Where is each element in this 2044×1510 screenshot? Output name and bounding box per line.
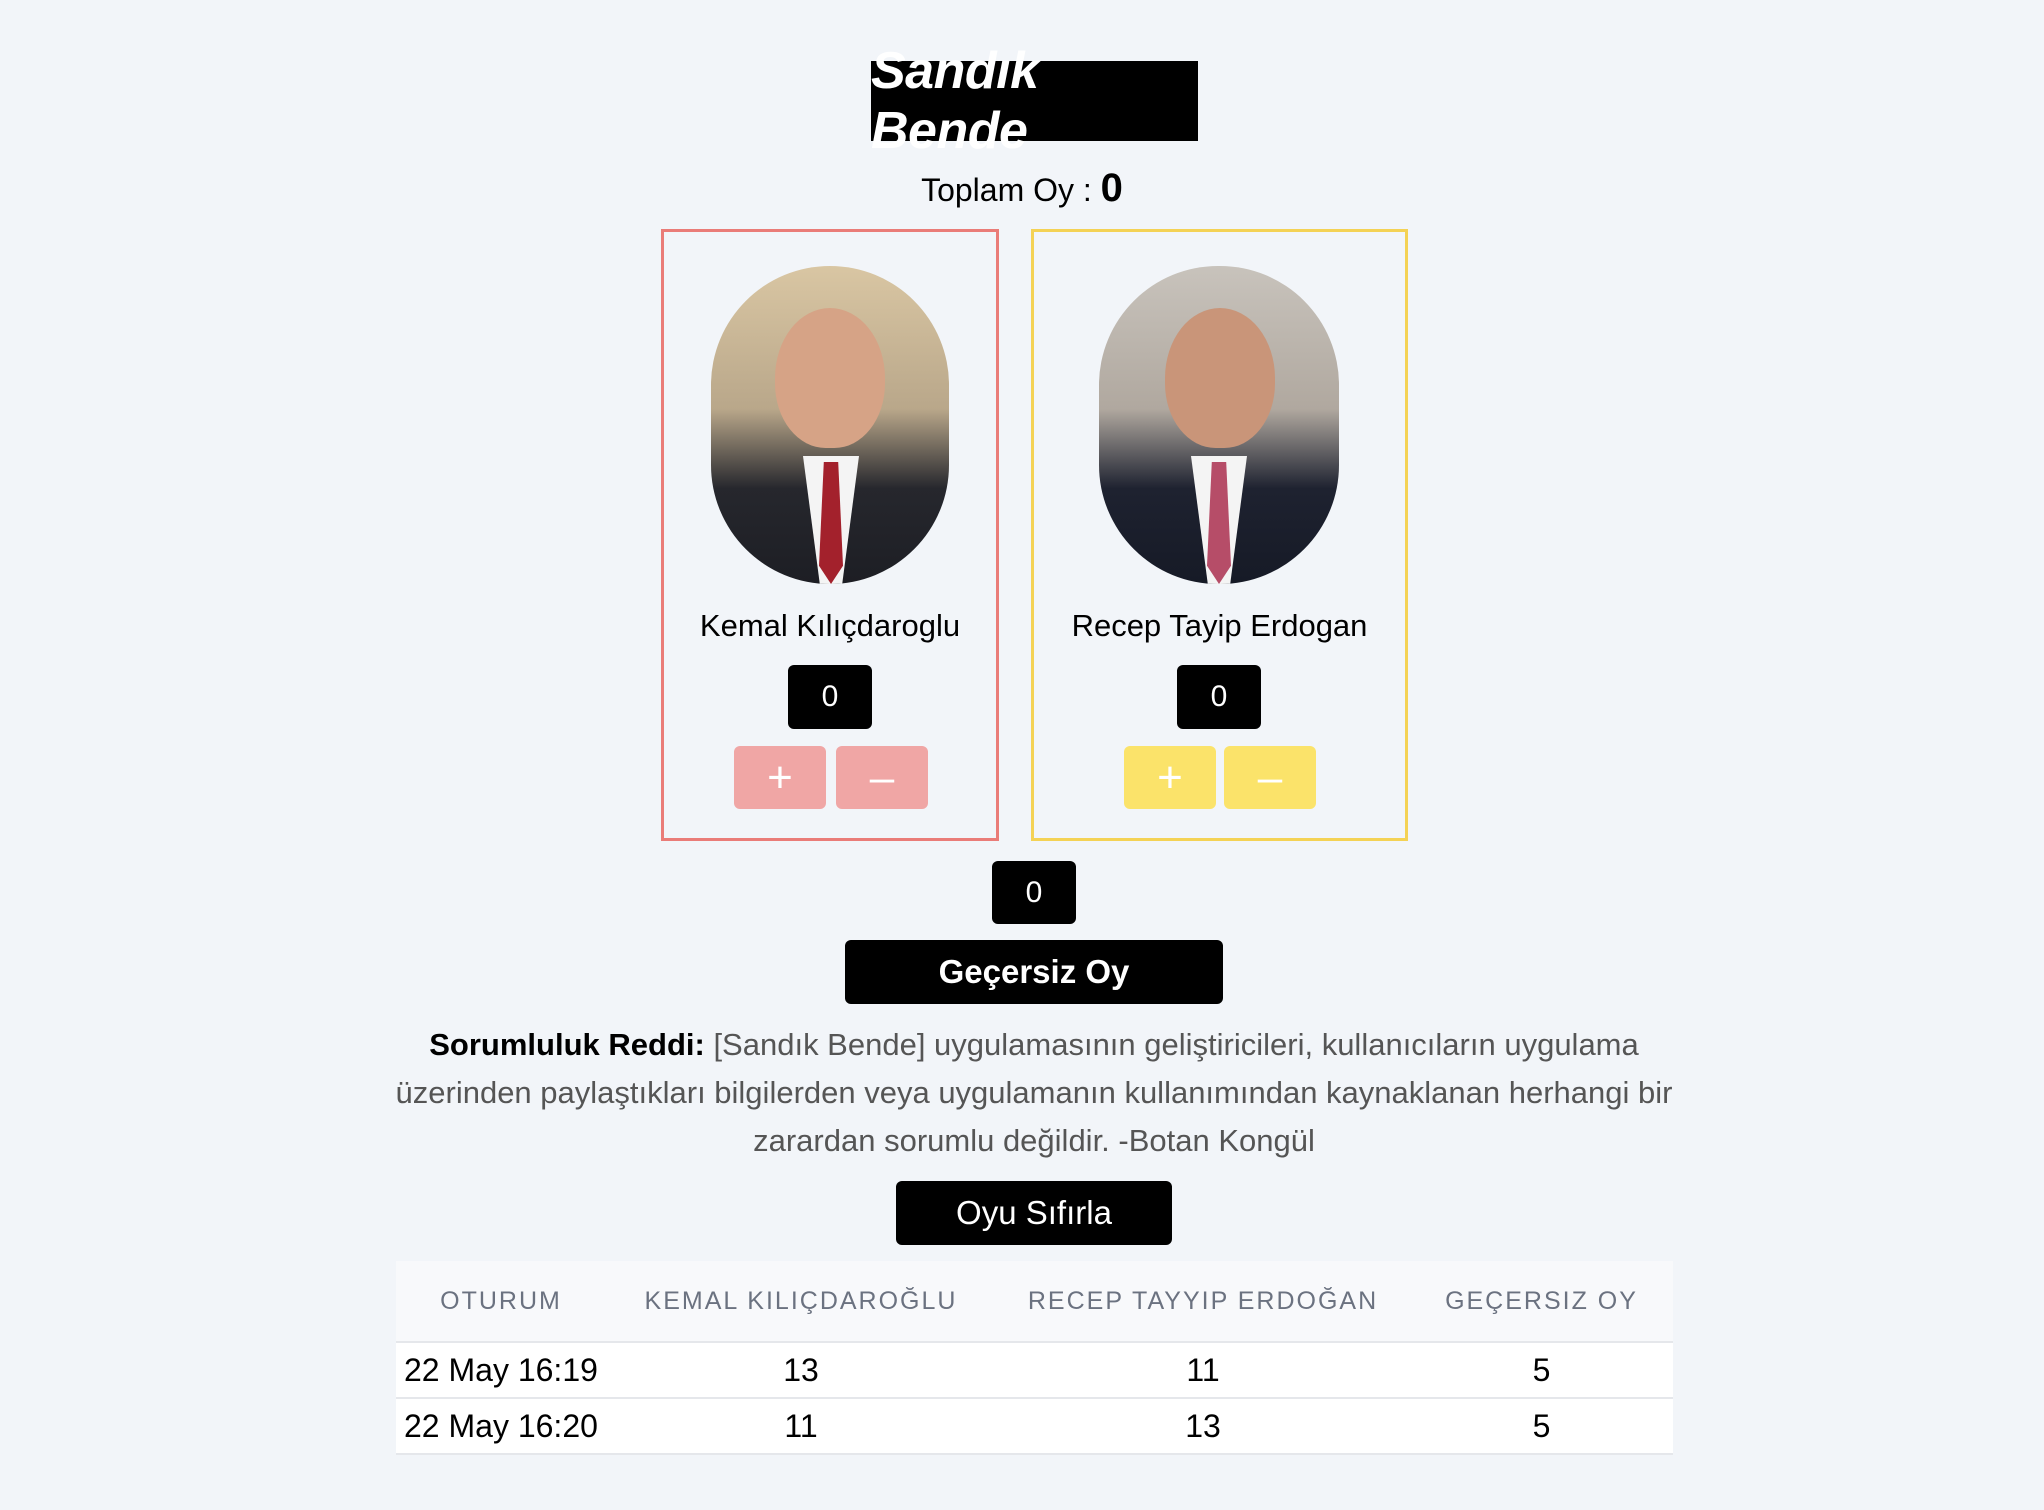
candidate-card-kilicdaroglu: Kemal Kılıçdaroglu 0 + – [661,229,999,841]
add-vote-button[interactable]: + [734,746,826,809]
invalid-votes: 5 [1410,1398,1673,1455]
session-time: 22 May 16:20 [396,1398,606,1455]
disclaimer-text: [Sandık Bende] uygulamasının geliştirici… [395,1027,1673,1158]
invalid-vote-count: 0 [992,861,1076,924]
disclaimer: Sorumluluk Reddi: [Sandık Bende] uygulam… [380,1021,1688,1165]
column-header-kilicdaroglu: KEMAL KILIÇDAROĞLU [606,1261,996,1343]
table-header-row: OTURUM KEMAL KILIÇDAROĞLU RECEP TAYYIP E… [396,1261,1673,1343]
candidate-photo [711,266,949,584]
candidate-card-erdogan: Recep Tayip Erdogan 0 + – [1031,229,1408,841]
add-vote-button[interactable]: + [1124,746,1216,809]
candidate-name: Recep Tayip Erdogan [1071,608,1368,643]
invalid-votes: 5 [1410,1342,1673,1399]
disclaimer-label: Sorumluluk Reddi: [429,1027,705,1062]
candidate-vote-count: 0 [788,665,872,729]
total-votes: Toplam Oy : 0 [0,166,2044,211]
kilicdaroglu-votes: 13 [606,1342,996,1399]
remove-vote-button[interactable]: – [1224,746,1316,809]
remove-vote-button[interactable]: – [836,746,928,809]
session-time: 22 May 16:19 [396,1342,606,1399]
column-header-session: OTURUM [396,1261,606,1343]
results-table: OTURUM KEMAL KILIÇDAROĞLU RECEP TAYYIP E… [396,1261,1673,1455]
table-row: 22 May 16:20 11 13 5 [396,1398,1673,1455]
column-header-erdogan: RECEP TAYYIP ERDOĞAN [996,1261,1410,1343]
candidate-vote-count: 0 [1177,665,1261,729]
candidate-photo [1099,266,1339,584]
kilicdaroglu-votes: 11 [606,1398,996,1455]
table-row: 22 May 16:19 13 11 5 [396,1342,1673,1399]
erdogan-votes: 11 [996,1342,1410,1399]
total-votes-value: 0 [1100,166,1123,210]
app-title: Sandık Bende [871,42,1198,160]
candidate-name: Kemal Kılıçdaroglu [699,608,961,643]
erdogan-votes: 13 [996,1398,1410,1455]
column-header-invalid: GEÇERSIZ OY [1410,1261,1673,1343]
reset-votes-button[interactable]: Oyu Sıfırla [896,1181,1172,1245]
total-votes-label: Toplam Oy : [921,172,1101,208]
invalid-vote-button[interactable]: Geçersiz Oy [845,940,1223,1004]
